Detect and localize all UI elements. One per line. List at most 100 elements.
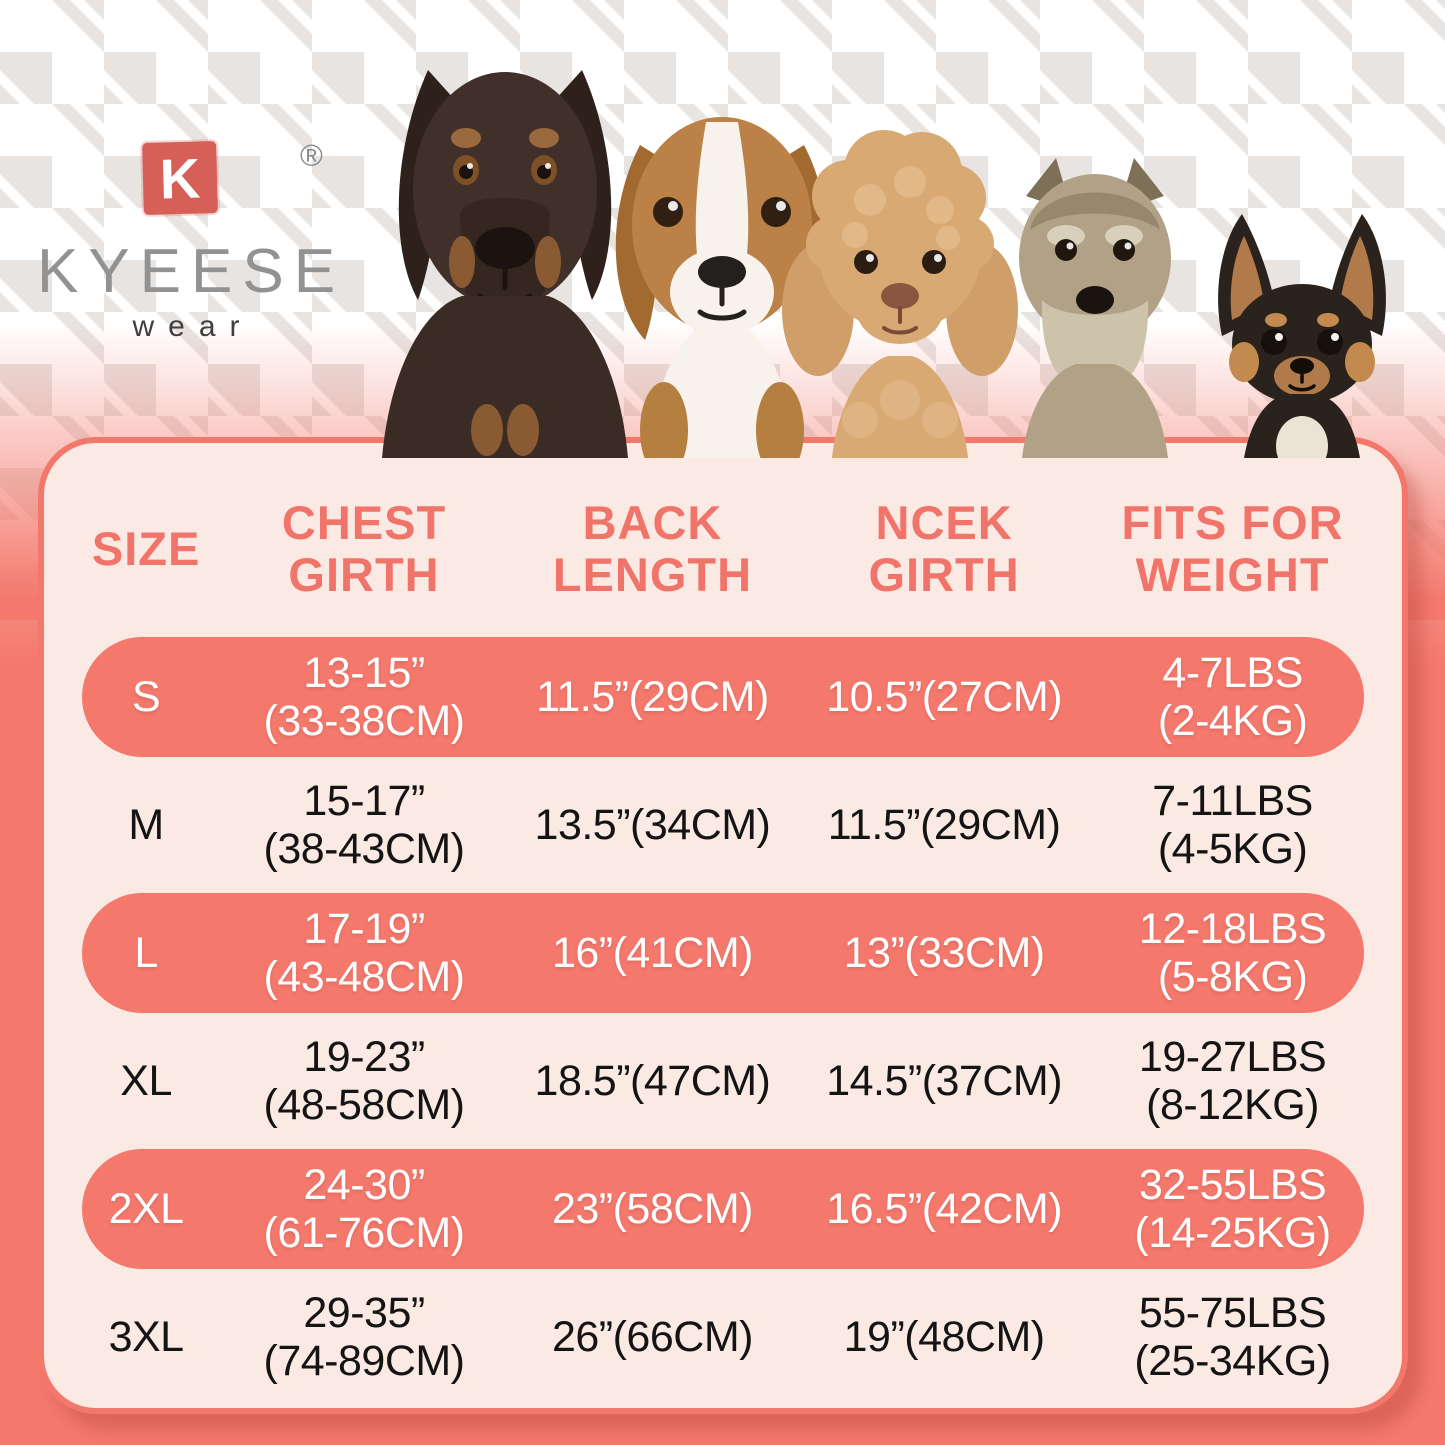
header-back-line2: LENGTH <box>552 548 753 601</box>
header-neck-line1: NCEK <box>875 496 1013 550</box>
back-length-value: 16”(41CM) <box>551 928 754 977</box>
chest-girth-cell: 19-23” (48-58CM) <box>210 1033 518 1129</box>
size-cell: 3XL <box>82 1313 210 1361</box>
chest-cm: (61-76CM) <box>263 1209 465 1257</box>
header-chest-line1: CHEST <box>281 496 447 550</box>
back-length-value: 26”(66CM) <box>551 1312 754 1361</box>
weight-lbs: 7-11LBS <box>1152 776 1313 825</box>
dogs-illustration <box>382 70 1386 458</box>
header-size: SIZE <box>82 523 210 575</box>
chihuahua-illustration <box>1218 214 1386 458</box>
weight-lbs: 19-27LBS <box>1138 1032 1327 1081</box>
size-label: 2XL <box>108 1184 185 1233</box>
header-neck-line2: GIRTH <box>868 548 1020 601</box>
chest-inches: 24-30” <box>303 1160 425 1209</box>
weight-kg: (2-4KG) <box>1157 697 1308 745</box>
chest-cm: (74-89CM) <box>263 1337 465 1385</box>
weight-cell: 19-27LBS (8-12KG) <box>1101 1033 1364 1129</box>
back-length-value: 23”(58CM) <box>551 1184 754 1233</box>
back-length-value: 18.5”(47CM) <box>534 1056 771 1105</box>
poodle-illustration <box>782 130 1018 458</box>
size-row-s: S 13-15” (33-38CM) 11.5”(29CM) 10.5”(27C… <box>82 637 1364 757</box>
size-cell: L <box>82 929 210 977</box>
weight-kg: (14-25KG) <box>1134 1209 1331 1257</box>
header-chest-girth: CHEST GIRTH <box>210 497 518 600</box>
back-length-value: 11.5”(29CM) <box>536 672 769 721</box>
size-label: XL <box>120 1056 172 1105</box>
weight-cell: 55-75LBS (25-34KG) <box>1101 1289 1364 1385</box>
brand-tagline: wear <box>132 310 254 343</box>
header-back-length: BACK LENGTH <box>518 497 787 600</box>
doberman-illustration <box>382 70 628 458</box>
header-neck-girth: NCEK GIRTH <box>787 497 1101 600</box>
chest-cm: (48-58CM) <box>263 1081 465 1129</box>
size-chart-header-row: SIZE CHEST GIRTH BACK LENGTH NCEK GIRTH … <box>82 469 1364 629</box>
size-cell: M <box>82 801 210 849</box>
back-length-cell: 16”(41CM) <box>518 929 787 977</box>
neck-girth-cell: 11.5”(29CM) <box>787 801 1101 849</box>
size-label: L <box>134 928 158 977</box>
chest-girth-cell: 29-35” (74-89CM) <box>210 1289 518 1385</box>
chest-cm: (33-38CM) <box>263 697 465 745</box>
weight-cell: 7-11LBS (4-5KG) <box>1101 777 1364 873</box>
brand-logo: K ® KYEESE wear <box>0 128 372 358</box>
neck-girth-value: 10.5”(27CM) <box>826 672 1063 721</box>
brand-name: KYEESE <box>36 237 346 306</box>
neck-girth-cell: 19”(48CM) <box>787 1313 1101 1361</box>
neck-girth-cell: 14.5”(37CM) <box>787 1057 1101 1105</box>
size-row-l: L 17-19” (43-48CM) 16”(41CM) 13”(33CM) 1… <box>82 893 1364 1013</box>
chest-girth-cell: 24-30” (61-76CM) <box>210 1161 518 1257</box>
size-label: S <box>132 672 161 721</box>
header-weight-line2: WEIGHT <box>1135 548 1330 601</box>
weight-lbs: 4-7LBS <box>1162 648 1303 697</box>
back-length-cell: 23”(58CM) <box>518 1185 787 1233</box>
chest-inches: 19-23” <box>303 1032 425 1081</box>
weight-lbs: 32-55LBS <box>1138 1160 1327 1209</box>
weight-cell: 12-18LBS (5-8KG) <box>1101 905 1364 1001</box>
size-cell: XL <box>82 1057 210 1105</box>
weight-lbs: 55-75LBS <box>1138 1288 1327 1337</box>
size-row-xl: XL 19-23” (48-58CM) 18.5”(47CM) 14.5”(37… <box>82 1021 1364 1141</box>
header-weight-line1: FITS FOR <box>1121 496 1344 550</box>
size-cell: 2XL <box>82 1185 210 1233</box>
neck-girth-value: 11.5”(29CM) <box>827 800 1061 849</box>
back-length-cell: 13.5”(34CM) <box>518 801 787 849</box>
weight-cell: 4-7LBS (2-4KG) <box>1101 649 1364 745</box>
size-row-2xl: 2XL 24-30” (61-76CM) 23”(58CM) 16.5”(42C… <box>82 1149 1364 1269</box>
chest-girth-cell: 13-15” (33-38CM) <box>210 649 518 745</box>
back-length-cell: 18.5”(47CM) <box>518 1057 787 1105</box>
weight-kg: (5-8KG) <box>1157 953 1308 1001</box>
header-fits-for-weight: FITS FOR WEIGHT <box>1101 497 1364 600</box>
neck-girth-cell: 13”(33CM) <box>787 929 1101 977</box>
chest-inches: 13-15” <box>303 648 425 697</box>
weight-kg: (8-12KG) <box>1146 1081 1319 1129</box>
back-length-cell: 11.5”(29CM) <box>518 673 787 721</box>
neck-girth-cell: 10.5”(27CM) <box>787 673 1101 721</box>
size-cell: S <box>82 673 210 721</box>
neck-girth-cell: 16.5”(42CM) <box>787 1185 1101 1233</box>
chest-inches: 17-19” <box>303 904 425 953</box>
weight-kg: (4-5KG) <box>1157 825 1308 873</box>
weight-cell: 32-55LBS (14-25KG) <box>1101 1161 1364 1257</box>
neck-girth-value: 13”(33CM) <box>843 928 1046 977</box>
chest-cm: (43-48CM) <box>263 953 465 1001</box>
size-label: 3XL <box>108 1312 185 1361</box>
chest-inches: 15-17” <box>303 776 425 825</box>
header-size-line1: SIZE <box>91 522 201 576</box>
size-row-m: M 15-17” (38-43CM) 13.5”(34CM) 11.5”(29C… <box>82 765 1364 885</box>
neck-girth-value: 14.5”(37CM) <box>826 1056 1063 1105</box>
chest-girth-cell: 17-19” (43-48CM) <box>210 905 518 1001</box>
neck-girth-value: 16.5”(42CM) <box>826 1184 1063 1233</box>
schnauzer-illustration <box>1019 158 1171 458</box>
size-label: M <box>128 800 164 849</box>
neck-girth-value: 19”(48CM) <box>843 1312 1046 1361</box>
back-length-value: 13.5”(34CM) <box>534 800 771 849</box>
header-chest-line2: GIRTH <box>288 548 440 601</box>
weight-lbs: 12-18LBS <box>1138 904 1327 953</box>
size-row-3xl: 3XL 29-35” (74-89CM) 26”(66CM) 19”(48CM)… <box>82 1277 1364 1397</box>
registered-trademark-symbol: ® <box>300 138 323 173</box>
weight-kg: (25-34KG) <box>1134 1337 1331 1385</box>
header-back-line1: BACK <box>582 496 723 550</box>
chest-girth-cell: 15-17” (38-43CM) <box>210 777 518 873</box>
